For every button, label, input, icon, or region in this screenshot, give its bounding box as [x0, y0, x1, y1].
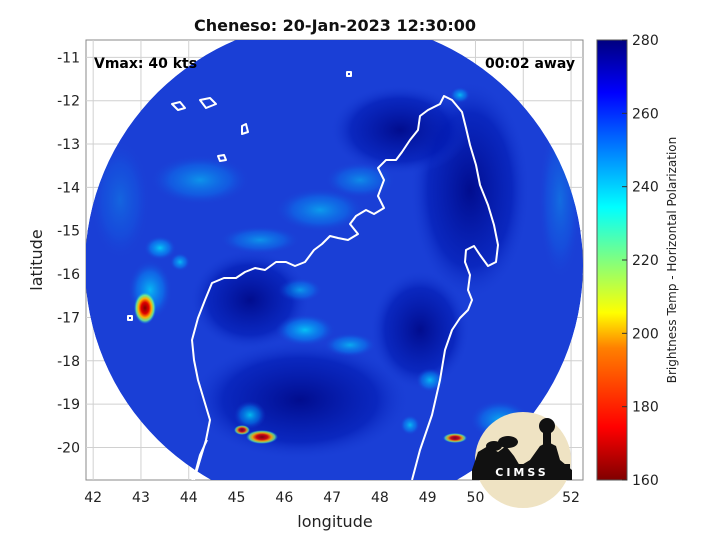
colorbar-ticks: 280 260 240 220 200 180 160 [622, 33, 659, 489]
lat-tick-label: -13 [57, 137, 80, 153]
lat-tick-label: -20 [57, 440, 80, 456]
vmax-annotation: Vmax: 40 kts [94, 56, 197, 72]
lon-tick-label: 44 [180, 490, 198, 506]
madagascar-coastline [191, 95, 499, 480]
lon-tick-label: 47 [323, 490, 341, 506]
lon-tick-label: 42 [84, 490, 102, 506]
lon-tick-label: 50 [467, 490, 485, 506]
lat-tick-label: -12 [57, 94, 80, 110]
lat-tick-label: -17 [57, 310, 80, 326]
colorbar-tick-label: 200 [632, 326, 659, 342]
lat-tick-label: -16 [57, 267, 80, 283]
colorbar-tick-label: 280 [632, 33, 659, 49]
time-away-annotation: 00:02 away [485, 56, 575, 72]
y-axis-label: latitude [27, 229, 46, 290]
colorbar-tick-label: 240 [632, 180, 659, 196]
lat-tick-label: -14 [57, 180, 80, 196]
island-2 [199, 97, 217, 109]
lat-tick-label: -18 [57, 354, 80, 370]
island-6 [346, 71, 352, 77]
island-4 [217, 154, 227, 162]
colorbar-tick-label: 260 [632, 106, 659, 122]
colorbar-tick-label: 220 [632, 253, 659, 269]
island-3 [241, 123, 249, 135]
map-title: Cheneso: 20-Jan-2023 12:30:00 [194, 16, 476, 35]
latitude-ticks: -11 -12 -13 -14 -15 -16 -17 -18 -19 -20 [57, 50, 80, 456]
lat-tick-label: -19 [57, 397, 80, 413]
colorbar-label: Brightness Temp - Horizontal Polarizatio… [665, 137, 679, 384]
lat-tick-label: -11 [57, 50, 80, 66]
colorbar-tick-label: 180 [632, 400, 659, 416]
lon-tick-label: 43 [132, 490, 150, 506]
brightness-temperature-swath [86, 40, 583, 480]
cimss-logo: CIMSS [472, 412, 572, 508]
lat-tick-label: -15 [57, 224, 80, 240]
lon-tick-label: 49 [419, 490, 437, 506]
island-7 [127, 315, 133, 321]
lon-tick-label: 45 [228, 490, 246, 506]
lon-tick-label: 46 [275, 490, 293, 506]
mozambique-coastline [191, 439, 208, 480]
island-1 [171, 101, 186, 111]
cimss-logo-text: CIMSS [495, 466, 548, 479]
lon-tick-label: 52 [562, 490, 580, 506]
x-axis-label: longitude [297, 512, 372, 531]
island-5 [149, 69, 163, 91]
lon-tick-label: 48 [371, 490, 389, 506]
colorbar: 280 260 240 220 200 180 160 Brightness Temp - … [596, 33, 679, 489]
coastline [127, 69, 499, 480]
colorbar-tick-label: 160 [632, 473, 659, 489]
